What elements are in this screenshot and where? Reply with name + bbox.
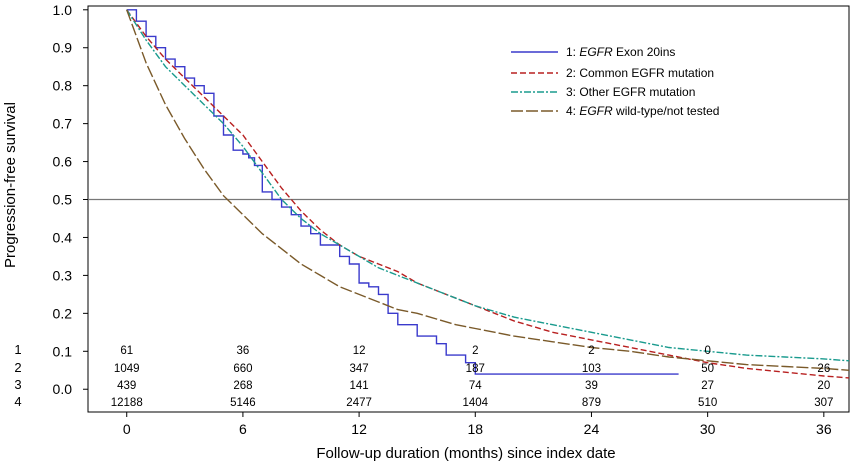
risk-count: 187 [466,363,485,375]
risk-count: 36 [237,345,250,357]
legend-label-1: 1: EGFR Exon 20ins [566,45,675,59]
risk-count: 439 [117,380,136,392]
y-tick-label: 1.0 [53,2,73,18]
legend: 1: EGFR Exon 20ins 2: Common EGFR mutatio… [511,45,719,118]
risk-count: 1404 [462,397,488,409]
x-axis: 0 6 12 18 24 30 36 [123,412,832,437]
risk-group-label: 1 [14,342,21,357]
x-axis-title: Follow-up duration (months) since index … [316,445,615,462]
y-tick-label: 0.6 [53,154,73,170]
plot-frame [87,5,850,413]
x-tick-label: 18 [467,421,483,437]
y-tick-label: 0.2 [53,305,73,321]
y-tick-label: 0.4 [53,229,73,245]
y-axis: 1.0 0.9 0.8 0.7 0.6 0.5 0.4 0.3 0.2 0.1 0.0 [53,2,88,397]
x-tick-label: 0 [123,421,131,437]
y-tick-label: 0.5 [53,192,73,208]
y-tick-label: 0.9 [53,40,73,56]
risk-count: 103 [582,363,601,375]
y-axis-title: Progression-free survival [2,102,19,268]
y-tick-label: 0.1 [53,343,73,359]
risk-count: 268 [233,380,252,392]
risk-count: 879 [582,397,601,409]
curve-group-4 [126,9,850,371]
risk-count: 347 [350,363,369,375]
legend-label-2: 2: Common EGFR mutation [566,66,714,80]
x-tick-label: 30 [700,421,716,437]
risk-count: 307 [814,397,833,409]
risk-count: 50 [701,363,714,375]
risk-count: 660 [233,363,252,375]
risk-count: 61 [120,345,133,357]
x-tick-label: 6 [239,421,247,437]
risk-count: 510 [698,397,717,409]
risk-count: 27 [701,380,714,392]
risk-count: 12188 [111,397,143,409]
risk-count: 74 [469,380,482,392]
y-tick-label: 0.8 [53,78,73,94]
y-tick-label: 0.0 [53,381,73,397]
risk-count: 2 [588,345,594,357]
y-tick-label: 0.3 [53,267,73,283]
risk-table: 1 61 36 12 2 2 02 1049 660 347 187 103 50 263 439 268 14… [14,342,833,409]
x-tick-label: 36 [816,421,832,437]
x-tick-label: 12 [351,421,367,437]
legend-label-4: 4: EGFR wild-type/not tested [566,104,719,118]
survival-curves [126,9,850,379]
risk-count: 5146 [230,397,256,409]
risk-count: 20 [817,380,830,392]
risk-group-label: 2 [14,360,21,375]
risk-count: 141 [350,380,369,392]
risk-count: 39 [585,380,598,392]
curve-group-3 [126,9,850,362]
curve-group-1 [126,9,679,375]
risk-group-label: 3 [14,377,21,392]
risk-group-label: 4 [14,394,21,409]
y-tick-label: 0.7 [53,116,73,132]
risk-count: 2477 [346,397,372,409]
risk-count: 12 [353,345,366,357]
risk-count: 0 [704,345,710,357]
risk-count: 2 [472,345,478,357]
legend-label-3: 3: Other EGFR mutation [566,85,695,99]
risk-count: 26 [817,363,830,375]
risk-count: 1049 [114,363,140,375]
x-tick-label: 24 [584,421,600,437]
